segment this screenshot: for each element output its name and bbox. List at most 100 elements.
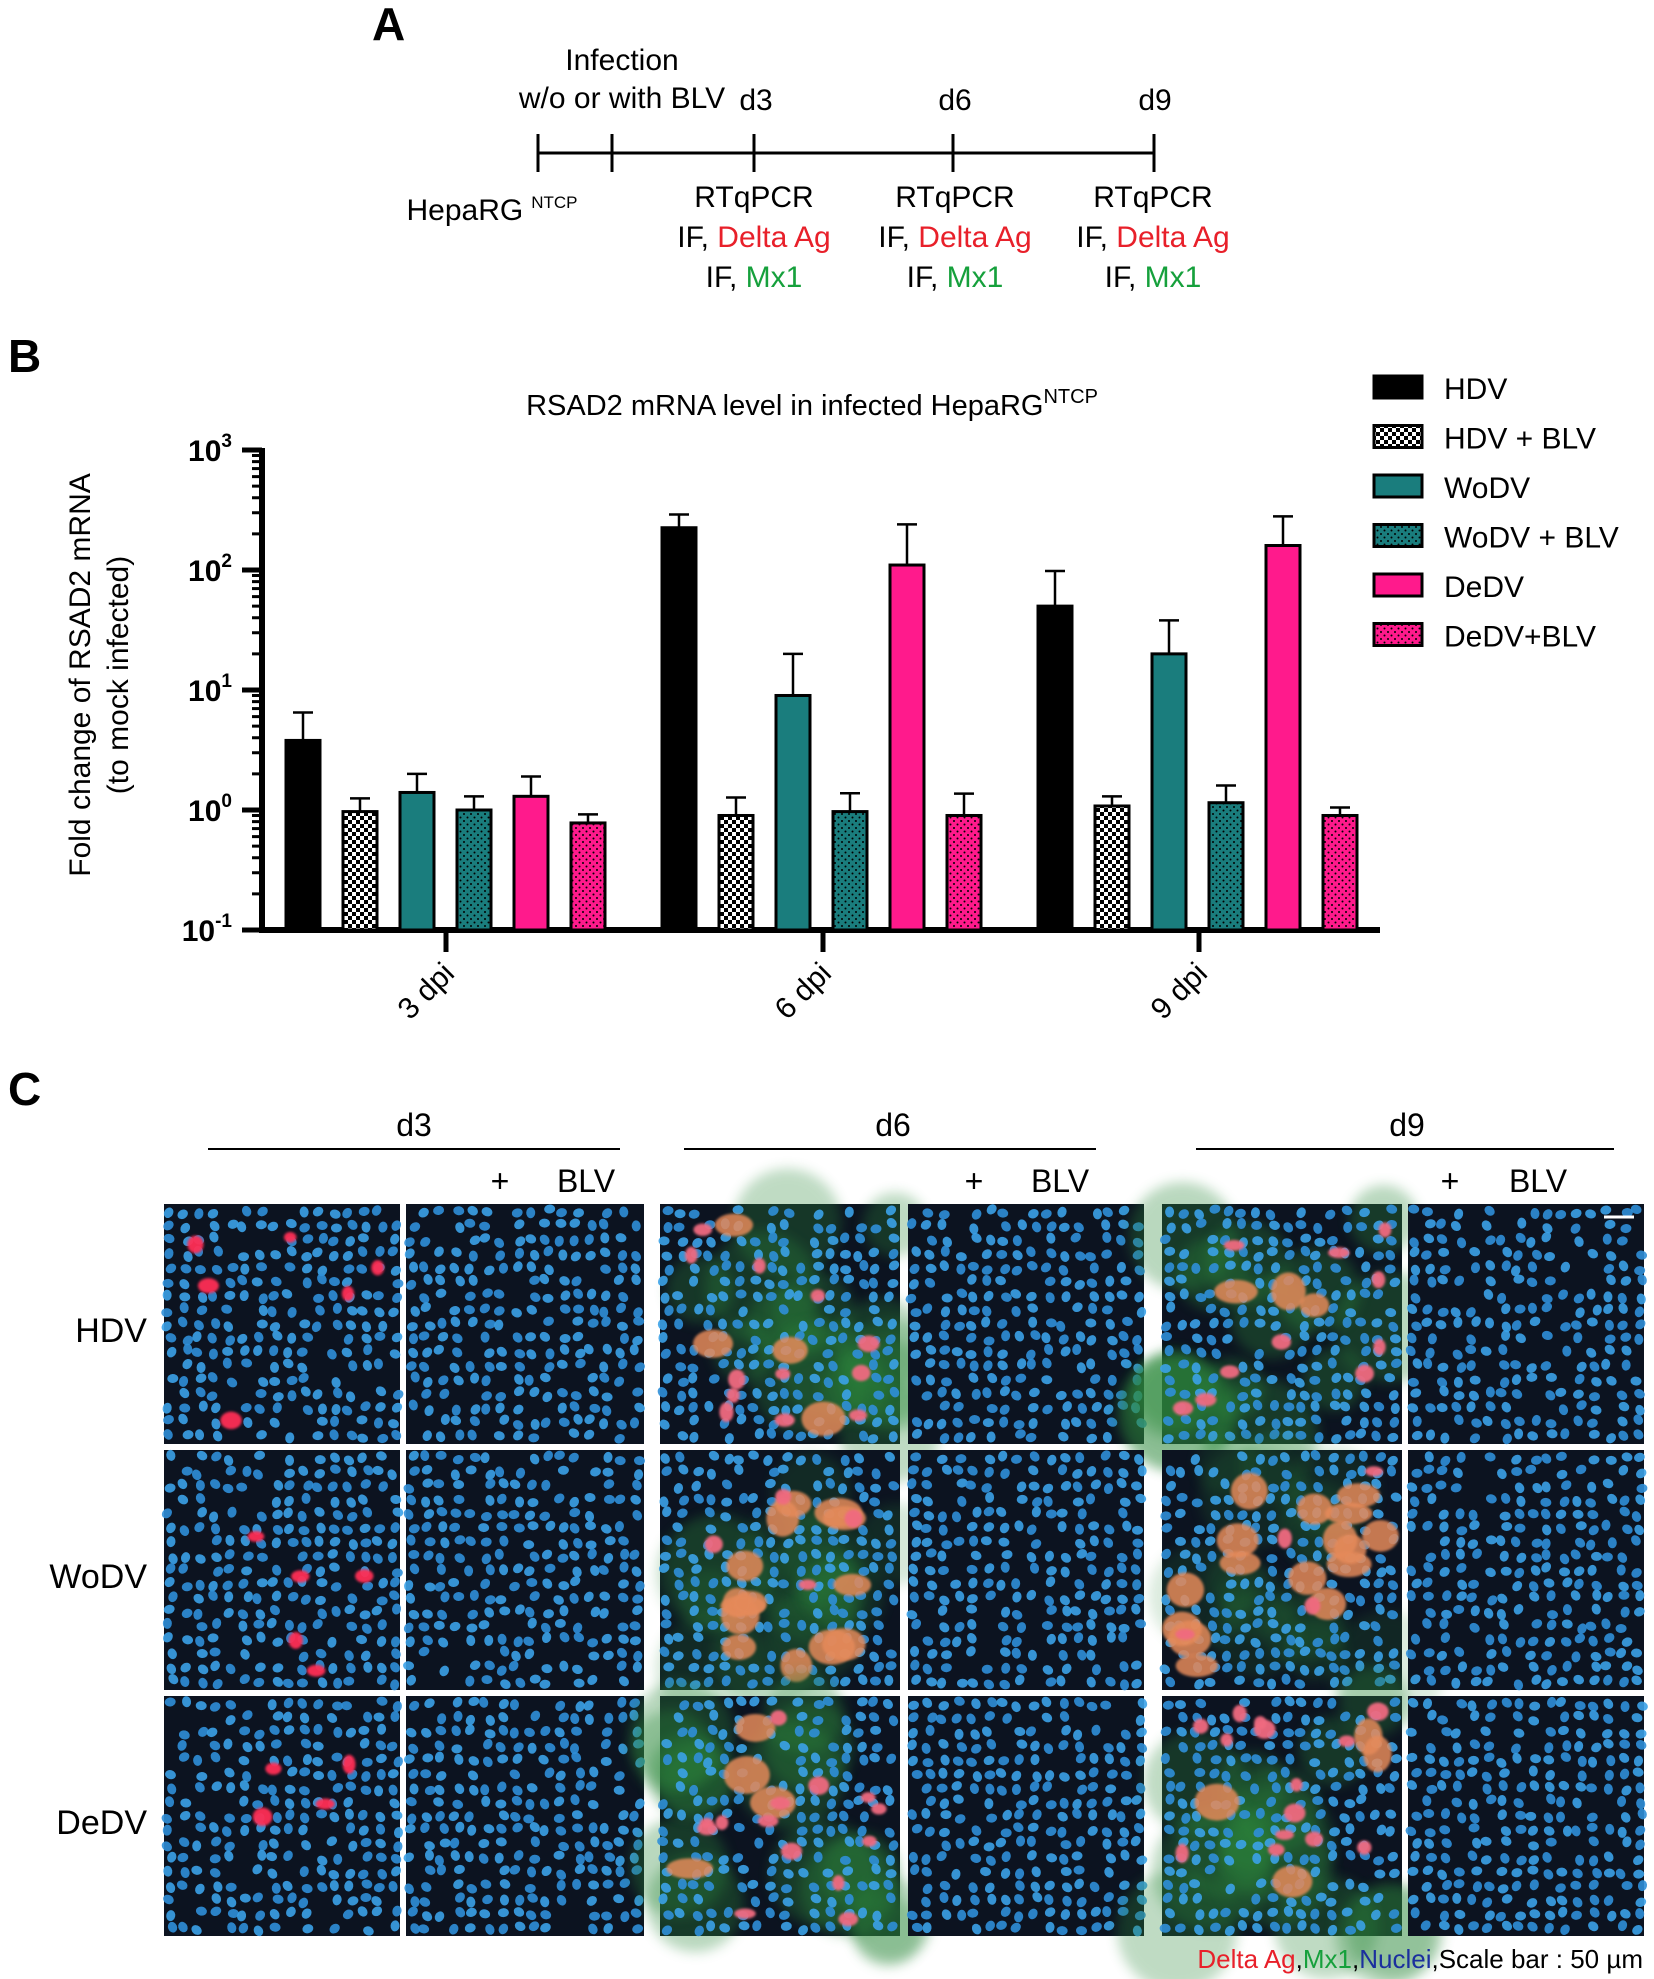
nucleus (406, 1361, 417, 1371)
nucleus (256, 1262, 268, 1272)
nucleus (545, 1348, 555, 1360)
nucleus (240, 1403, 252, 1413)
nucleus (313, 1293, 325, 1303)
nucleus (437, 1331, 449, 1342)
nucleus (311, 1321, 322, 1333)
nucleus (868, 1247, 880, 1258)
nucleus (451, 1404, 461, 1416)
micrograph-tile (403, 1696, 646, 1936)
nucleus (657, 1275, 668, 1286)
nucleus (361, 1321, 372, 1333)
nucleus (267, 1306, 277, 1318)
chart-title: RSAD2 mRNA level in infected HepaRGNTCP (526, 386, 1098, 422)
nucleus (542, 1391, 553, 1403)
nucleus (179, 1403, 191, 1413)
nucleus (196, 1305, 208, 1315)
nucleus (343, 1264, 355, 1274)
nucleus (559, 1334, 571, 1344)
nucleus (194, 1320, 204, 1331)
nucleus (285, 1432, 295, 1444)
nucleus (572, 1331, 584, 1342)
nucleus (884, 1291, 894, 1303)
nucleus (514, 1247, 525, 1259)
nucleus (391, 1332, 403, 1343)
nucleus (1178, 1430, 1190, 1440)
nucleus (392, 1292, 403, 1303)
nucleus (514, 1374, 524, 1385)
nucleus (341, 1277, 353, 1287)
delta-ag-nucleus (862, 1835, 877, 1847)
nucleus (269, 1417, 280, 1428)
nucleus (709, 1265, 719, 1276)
nucleus (632, 1335, 643, 1346)
delta-ag-nucleus (1175, 1843, 1189, 1863)
nucleus (618, 1291, 629, 1303)
delta-ag-cell (833, 1573, 872, 1596)
nucleus (598, 1218, 609, 1230)
nucleus (969, 1360, 979, 1372)
nucleus (165, 1333, 177, 1343)
nucleus (374, 1307, 385, 1318)
nucleus (870, 1224, 882, 1234)
micrograph-tile (1405, 1450, 1648, 1691)
nucleus (778, 1237, 789, 1248)
nucleus (479, 1221, 491, 1231)
bar (660, 526, 698, 932)
delta-ag-nucleus (1220, 1733, 1233, 1747)
nucleus (182, 1335, 193, 1346)
nucleus (410, 1306, 421, 1317)
nucleus (837, 1332, 848, 1344)
nucleus (530, 1418, 540, 1430)
nucleus (451, 1247, 462, 1257)
stain-caption: Delta Ag,Mx1,Nuclei,Scale bar : 50 µm (1197, 1944, 1643, 1974)
delta-ag-nucleus (1232, 1704, 1247, 1723)
nucleus (766, 1222, 776, 1234)
delta-ag-nucleus (871, 1803, 887, 1815)
micrograph-tile (906, 1450, 1147, 1691)
nucleus (719, 1276, 731, 1287)
nucleus (409, 1222, 421, 1232)
nucleus (1309, 1758, 1321, 1768)
nucleus (734, 1276, 745, 1287)
nucleus (241, 1205, 252, 1217)
nucleus (965, 1350, 977, 1360)
nucleus (357, 1233, 369, 1243)
micrograph-tile (161, 1696, 403, 1937)
nucleus (600, 1247, 611, 1258)
nucleus (767, 1262, 777, 1273)
nucleus (660, 1348, 671, 1359)
assay-rtqpcr: RTqPCR (1093, 181, 1212, 214)
nucleus (256, 1319, 268, 1329)
nucleus (615, 1347, 625, 1359)
nucleus (302, 1277, 312, 1289)
nucleus (455, 1275, 465, 1287)
delta-ag-nucleus (247, 1531, 265, 1542)
delta-ag-nucleus (1195, 1392, 1217, 1407)
nucleus (813, 1261, 825, 1271)
nucleus (375, 1402, 386, 1412)
nucleus (809, 1274, 820, 1285)
nucleus (301, 1252, 312, 1262)
nucleus (828, 1321, 839, 1332)
nucleus (511, 1308, 522, 1318)
nucleus (968, 1306, 980, 1316)
nucleus (302, 1405, 313, 1416)
nucleus (495, 1402, 505, 1414)
nucleus (575, 1348, 586, 1359)
nucleus (482, 1288, 493, 1298)
delta-ag-nucleus (757, 1815, 779, 1828)
nucleus (765, 1292, 777, 1302)
nucleus (177, 1316, 188, 1328)
nucleus (910, 1308, 922, 1318)
nucleus (524, 1374, 534, 1386)
nucleus (222, 1357, 232, 1369)
blv-label: BLV (1031, 1163, 1090, 1199)
nucleus (469, 1235, 481, 1246)
nucleus (514, 1361, 526, 1372)
nucleus (600, 1232, 610, 1244)
nucleus (632, 1387, 644, 1397)
nucleus (253, 1345, 263, 1356)
nucleus (554, 1235, 564, 1247)
nucleus (885, 1334, 896, 1345)
nucleus (420, 1237, 431, 1247)
